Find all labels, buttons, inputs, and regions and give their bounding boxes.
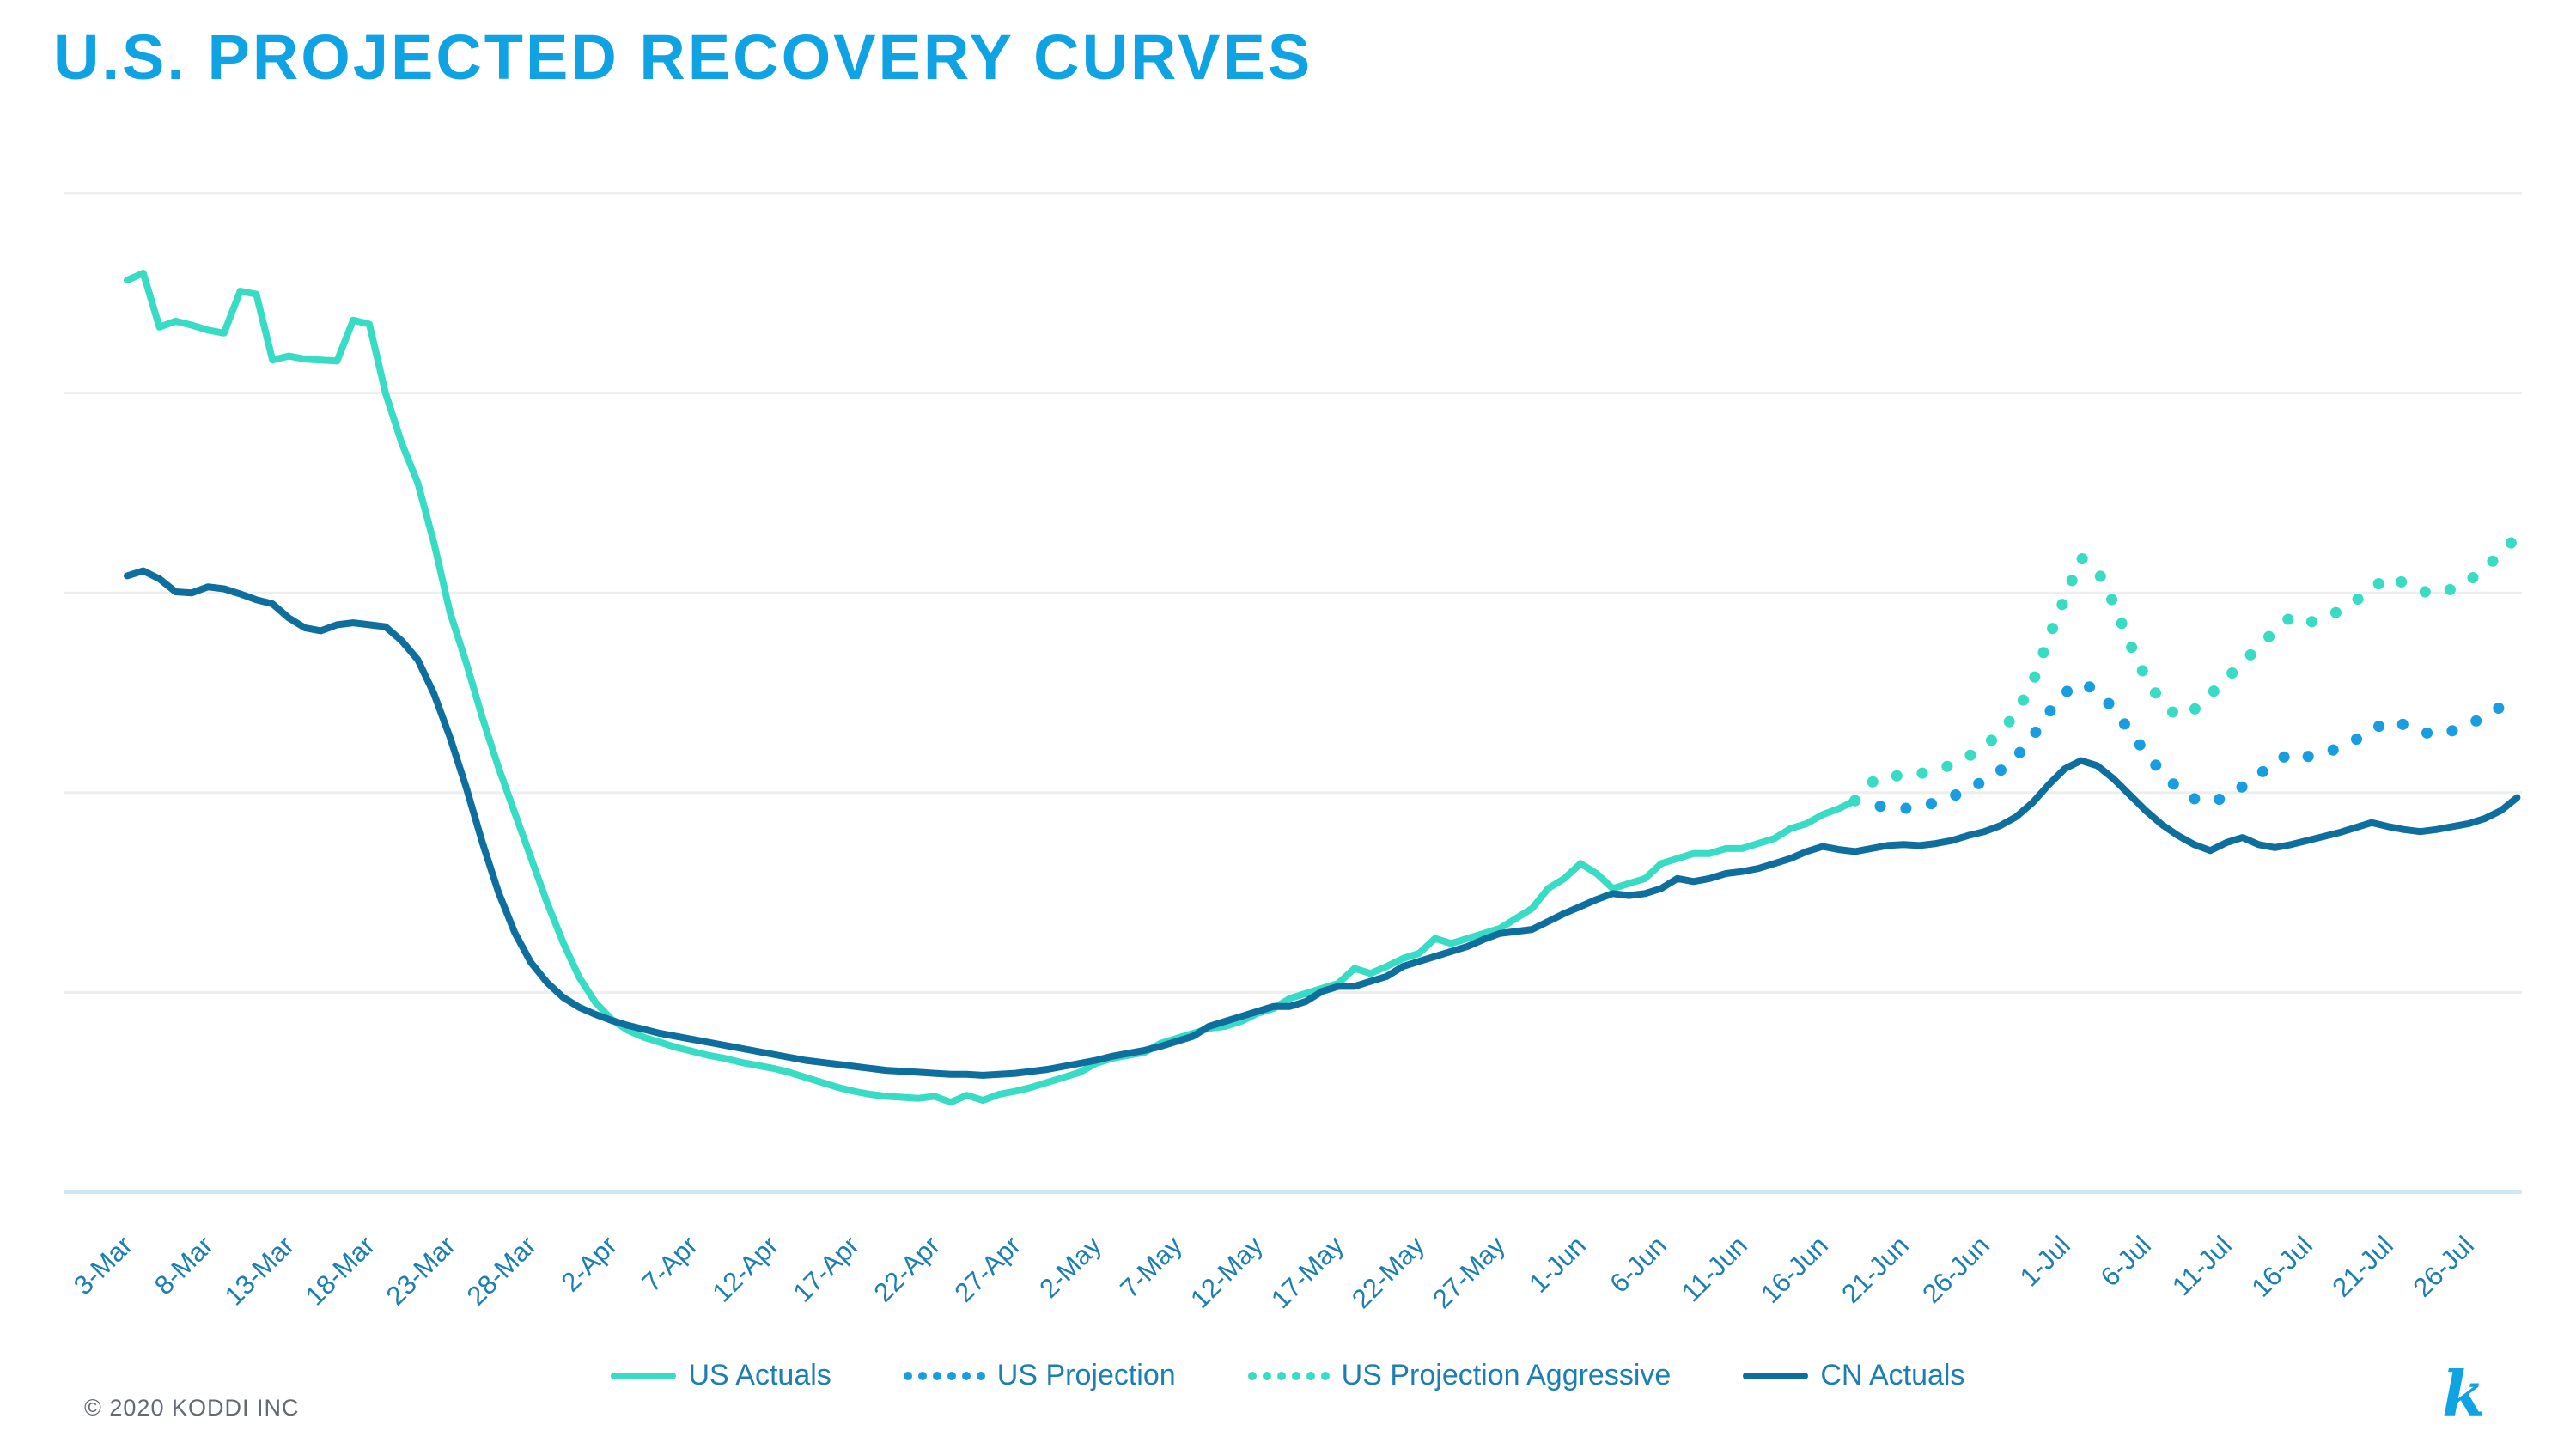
x-tick-label: 21-Jul xyxy=(2326,1230,2398,1302)
x-tick-label: 6-Jul xyxy=(2095,1230,2157,1292)
legend-dot xyxy=(1306,1371,1315,1380)
x-tick-label: 7-May xyxy=(1114,1230,1188,1304)
x-tick-label: 23-Mar xyxy=(381,1230,461,1311)
x-tick-label: 17-May xyxy=(1265,1230,1349,1314)
x-tick-label: 21-Jun xyxy=(1836,1230,1915,1309)
legend-item-us-projection: US Projection xyxy=(903,1359,1176,1392)
x-tick-label: 8-Mar xyxy=(149,1230,219,1300)
copyright-text: © 2020 KODDI INC xyxy=(84,1395,300,1421)
x-tick-label: 7-Apr xyxy=(636,1230,703,1297)
x-tick-label: 26-Jul xyxy=(2407,1230,2479,1302)
legend-dot xyxy=(917,1371,927,1380)
x-tick-label: 18-Mar xyxy=(300,1230,381,1311)
legend-dot xyxy=(1262,1371,1271,1380)
x-tick-label: 2-May xyxy=(1033,1230,1107,1304)
x-tick-label: 17-Apr xyxy=(787,1230,865,1308)
legend-dot xyxy=(1291,1371,1300,1380)
legend-dot xyxy=(1247,1371,1257,1380)
series-line-us-projection-aggressive xyxy=(1849,531,2523,807)
x-tick-label: 22-May xyxy=(1346,1230,1430,1314)
us-actuals-line-swatch-icon xyxy=(611,1372,677,1379)
x-tick-label: 27-May xyxy=(1427,1230,1511,1314)
us-projection-dotted-swatch-icon xyxy=(903,1371,985,1380)
series-line-cn-actuals xyxy=(124,567,2521,1079)
legend-label: CN Actuals xyxy=(1820,1359,1965,1391)
legend-dot xyxy=(976,1371,985,1380)
legend-item-cn-actuals: CN Actuals xyxy=(1743,1359,1965,1392)
x-tick-label: 27-Apr xyxy=(948,1230,1026,1308)
koddi-logo-icon: k xyxy=(2442,1357,2485,1430)
legend-dot xyxy=(1320,1371,1330,1380)
x-tick-label: 11-Jul xyxy=(2166,1230,2238,1301)
x-tick-label: 28-Mar xyxy=(461,1230,542,1311)
page-title: U.S. PROJECTED RECOVERY CURVES xyxy=(53,21,1313,93)
x-tick-label: 12-May xyxy=(1184,1230,1269,1314)
legend-item-us-projection-aggressive: US Projection Aggressive xyxy=(1247,1359,1672,1392)
x-tick-label: 1-Jul xyxy=(2014,1230,2076,1292)
x-tick-label: 11-Jun xyxy=(1676,1230,1753,1307)
x-tick-label: 1-Jun xyxy=(1523,1230,1592,1299)
chart-legend: US Actuals US Projection US Projection A… xyxy=(0,1359,2576,1392)
legend-dot xyxy=(1276,1371,1286,1380)
x-tick-label: 16-Jun xyxy=(1755,1230,1834,1309)
x-tick-label: 13-Mar xyxy=(219,1230,300,1311)
series-line-us-projection xyxy=(1849,677,2523,814)
cn-actuals-line-swatch-icon xyxy=(1743,1372,1809,1379)
legend-label: US Projection xyxy=(996,1359,1176,1391)
x-tick-label: 3-Mar xyxy=(68,1230,138,1300)
legend-label: US Projection Aggressive xyxy=(1341,1359,1672,1391)
legend-label: US Actuals xyxy=(688,1359,831,1391)
legend-item-us-actuals: US Actuals xyxy=(611,1359,831,1392)
x-tick-label: 22-Apr xyxy=(868,1230,946,1308)
legend-dot xyxy=(961,1371,971,1380)
x-tick-label: 2-Apr xyxy=(556,1230,623,1297)
x-tick-label: 6-Jun xyxy=(1604,1230,1672,1299)
x-tick-label: 16-Jul xyxy=(2245,1230,2317,1302)
legend-dot xyxy=(903,1371,912,1380)
legend-dot xyxy=(932,1371,941,1380)
x-tick-label: 26-Jun xyxy=(1916,1230,1995,1309)
legend-dot xyxy=(947,1371,956,1380)
x-tick-label: 12-Apr xyxy=(706,1230,784,1308)
us-projection-aggressive-dotted-swatch-icon xyxy=(1247,1371,1330,1380)
series-line-us-actuals xyxy=(124,270,1859,1106)
